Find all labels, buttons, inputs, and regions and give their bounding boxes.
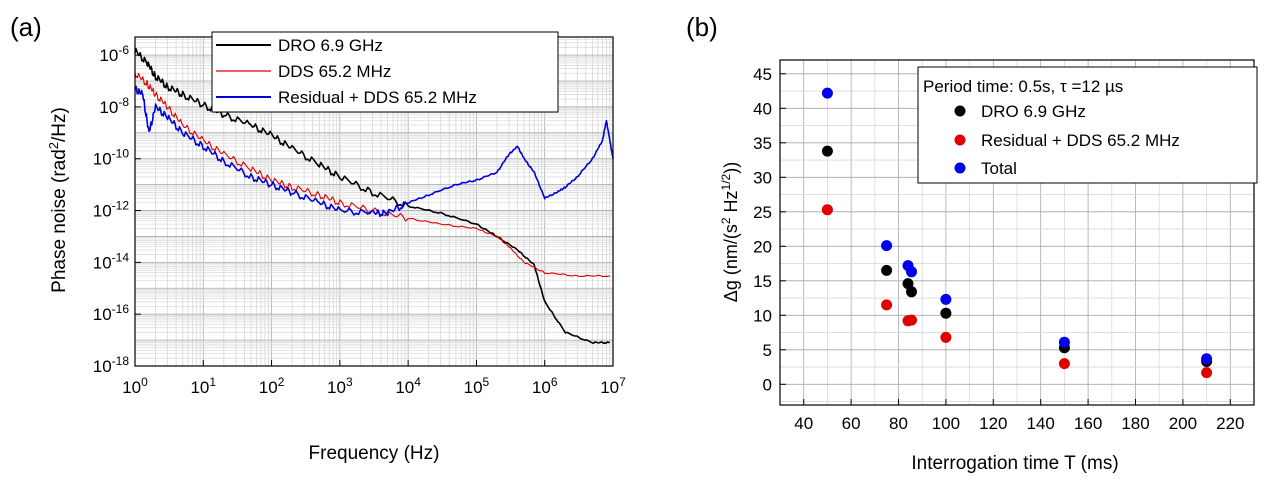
panel-a-y-axis-label: Phase noise (rad2/Hz) (46, 107, 71, 293)
panel-a-y-tick-label: 10-18 (93, 354, 130, 376)
panel-b-point-0 (821, 145, 833, 157)
panel-b-point-2 (821, 87, 833, 99)
panel-a-x-tick-label: 102 (259, 375, 285, 397)
panel-b-y-tick-label: 20 (753, 237, 772, 256)
panel-a-y-tick-label: 10-16 (93, 302, 130, 324)
panel-b-x-tick-label: 60 (842, 414, 861, 433)
panel-b-y-tick-label: 40 (753, 99, 772, 118)
panel-b-x-tick-label: 140 (1027, 414, 1055, 433)
panel-a-series-line-0 (134, 47, 611, 345)
legend-b-marker-residual (954, 134, 966, 146)
panel-a-series (134, 47, 614, 345)
panel-b-point-1 (1201, 367, 1213, 379)
panel-b-point-0 (906, 286, 917, 298)
panel-b-y-tick-label: 15 (753, 272, 772, 291)
panel-a-x-tick-label: 100 (122, 375, 148, 397)
panel-b-y-tick-label: 10 (753, 306, 772, 325)
panel-b-x-tick-label: 80 (889, 414, 908, 433)
panel-a-x-tick-label: 106 (532, 375, 558, 397)
panel-b-point-2 (906, 266, 917, 278)
legend-b-residual-label: Residual + DDS 65.2 MHz (981, 131, 1180, 150)
panel-b-x-tick-label: 180 (1121, 414, 1149, 433)
panel-b-point-1 (906, 314, 917, 326)
panel-b-y-tick-label: 45 (753, 65, 772, 84)
panel-b-point-0 (881, 264, 893, 276)
panel-a-x-axis-label: Frequency (Hz) (309, 443, 440, 464)
panel-b-x-tick-label: 200 (1169, 414, 1197, 433)
panel-a-grid (134, 36, 613, 367)
panel-b-point-2 (940, 293, 952, 305)
panel-a-y-tick-label: 10-12 (93, 199, 130, 221)
legend-b-marker-dro (954, 105, 966, 117)
panel-b-label: (b) (686, 12, 718, 42)
panel-b-point-0 (940, 307, 952, 319)
panel-b-y-tick-label: 30 (753, 168, 772, 187)
panel-b-plot-frame (779, 59, 1255, 406)
panel-a-y-tick-label: 10-8 (99, 95, 129, 117)
panel-a-series-line-1 (134, 72, 611, 278)
panel-a-x-tick-label: 103 (327, 375, 353, 397)
panel-b-point-1 (1058, 358, 1070, 370)
panel-b-point-2 (1058, 336, 1070, 348)
panel-b-y-axis-label: Δg (nm/(s2 Hz1/2)) (719, 162, 741, 302)
panel-a-x-tick-label: 105 (464, 375, 490, 397)
panel-b-y-tick-label: 25 (753, 203, 772, 222)
panel-b-y-tick-label: 0 (763, 375, 772, 394)
legend-a-residual-label: Residual + DDS 65.2 MHz (278, 88, 477, 107)
panel-a-label: (a) (10, 12, 42, 42)
panel-b-points (821, 87, 1213, 379)
panel-b-ticks: 40 60 80 100 120 140 160 180 200 220 0 5 10 15 20 25 30 3… (753, 65, 1244, 433)
panel-a-y-tick-label: 10-6 (99, 43, 129, 65)
panel-b-x-axis-label: Interrogation time T (ms) (911, 453, 1118, 474)
legend-b-total-label: Total (981, 159, 1017, 178)
panel-a-y-tick-label: 10-14 (93, 250, 130, 272)
panel-b-y-tick-label: 5 (763, 341, 772, 360)
panel-b-x-tick-label: 160 (1074, 414, 1102, 433)
panel-b-point-0 (902, 278, 914, 290)
panel-b-x-tick-label: 120 (979, 414, 1007, 433)
panel-b-point-2 (1201, 353, 1213, 365)
panel-b-legend: Period time: 0.5s, τ =12 µs DRO 6.9 GHz … (917, 66, 1258, 184)
legend-b-marker-total (954, 162, 966, 174)
panel-b-legend-box (917, 66, 1258, 184)
panel-b-point-1 (881, 299, 893, 311)
panel-b-point-1 (940, 331, 952, 343)
panel-a-series-line-2 (134, 85, 614, 218)
legend-a-dds-label: DDS 65.2 MHz (278, 62, 391, 81)
panel-a-x-tick-label: 101 (190, 375, 216, 397)
panel-b-point-1 (821, 204, 833, 216)
panel-b-x-tick-label: 40 (794, 414, 813, 433)
panel-b-y-tick-label: 35 (753, 134, 772, 153)
panel-a-legend: DRO 6.9 GHz DDS 65.2 MHz Residual + DDS … (211, 31, 559, 113)
panel-b-x-tick-label: 220 (1216, 414, 1244, 433)
panel-b-point-2 (881, 240, 893, 252)
panel-a-x-tick-label: 107 (600, 375, 626, 397)
panel-a-x-tick-label: 104 (395, 375, 421, 397)
panel-b-x-tick-label: 100 (932, 414, 960, 433)
legend-a-dro-label: DRO 6.9 GHz (278, 36, 383, 55)
legend-b-dro-label: DRO 6.9 GHz (981, 102, 1086, 121)
legend-b-title: Period time: 0.5s, τ =12 µs (923, 77, 1123, 96)
panel-a-y-tick-label: 10-10 (93, 147, 130, 169)
panel-a-ticks: 100 101 102 103 104 105 106 107 10-6 10-8 10-10 10-… (93, 43, 626, 397)
